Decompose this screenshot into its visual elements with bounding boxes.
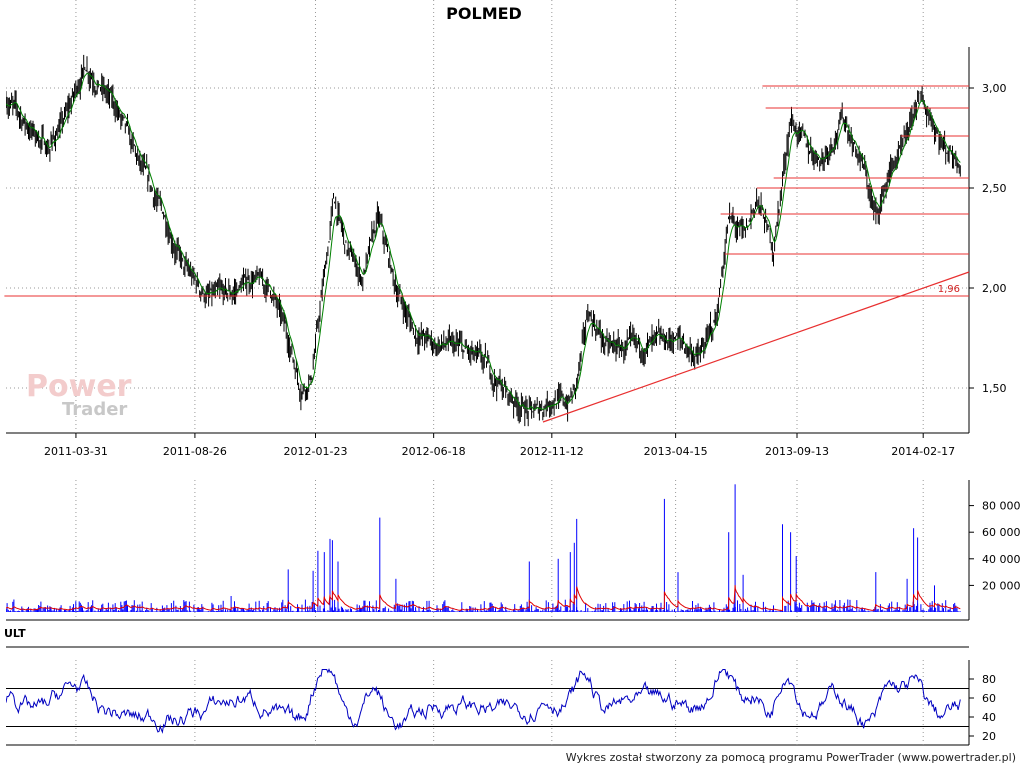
price-y-tick-label-0: 1,50 [982,382,1007,395]
oscillator-reference-lines [6,688,969,727]
volume-y-tick-label-2: 60 000 [982,526,1021,539]
oscillator-path [6,668,961,734]
osc-y-tick-label-1: 40 [982,711,996,724]
volume-y-tick-label-1: 40 000 [982,553,1021,566]
volume-average-line [6,585,961,612]
x-tick-label-5: 2013-04-15 [644,445,708,458]
volume-average-path [6,585,961,612]
footer-credit: Wykres został stworzony za pomocą progra… [565,751,1016,764]
osc-y-tick-label-3: 80 [982,673,996,686]
x-tick-label-3: 2012-06-18 [402,445,466,458]
support-resistance-lines: 1,96 [4,85,970,297]
volume-y-ticks: 20 000 40 000 60 000 80 000 [969,500,1021,592]
osc-y-tick-label-0: 20 [982,730,996,743]
price-moving-average-line [6,72,961,411]
price-y-tick-label-1: 2,00 [982,282,1007,295]
x-tick-label-2: 2012-01-23 [284,445,348,458]
price-y-ticks: 1,50 2,00 2,50 3,00 [969,82,1007,395]
oscillator-y-ticks: 20 40 60 80 [969,673,996,743]
oscillator-title: ULT [4,627,26,640]
x-tick-label-0: 2011-03-31 [44,445,108,458]
watermark-power: Power [26,369,132,404]
date-labels: 2011-03-31 2011-08-26 2012-01-23 2012-06-18… [44,433,955,458]
grid-lines [6,0,969,745]
watermark: Power Trader [26,369,132,420]
price-panel-frame [6,0,969,433]
support-line-label: 1,96 [938,284,960,295]
trendline [542,271,970,423]
volume-bars [6,484,961,612]
osc-y-tick-label-2: 60 [982,692,996,705]
price-y-tick-label-2: 2,50 [982,182,1007,195]
x-tick-label-4: 2012-11-12 [520,445,584,458]
oscillator-line [6,668,961,734]
price-line [6,72,961,411]
volume-y-tick-label-0: 20 000 [982,579,1021,592]
watermark-trader: Trader [62,399,127,420]
chart-title: POLMED [446,4,522,23]
price-y-tick-label-3: 3,00 [982,82,1007,95]
x-tick-label-7: 2014-02-17 [891,445,955,458]
volume-y-tick-label-3: 80 000 [982,500,1021,513]
x-tick-label-1: 2011-08-26 [163,445,227,458]
x-tick-label-6: 2013-09-13 [765,445,829,458]
price-bars [6,54,961,427]
trendline-line [542,271,970,423]
